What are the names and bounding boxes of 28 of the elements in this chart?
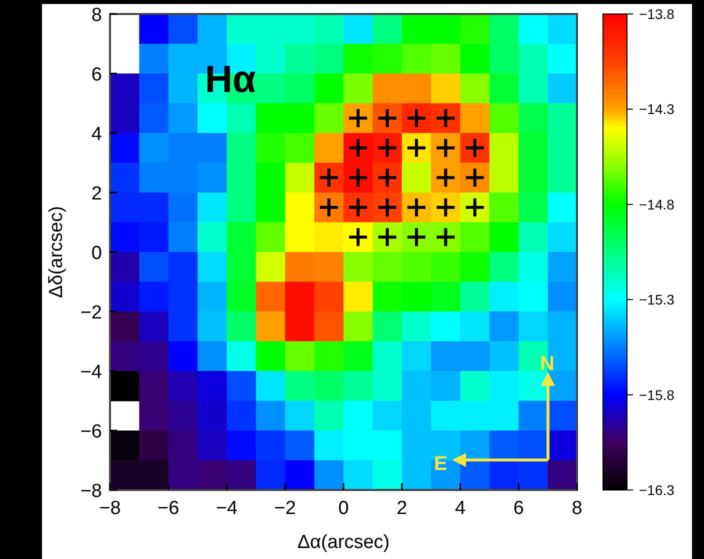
color-bar-label: −13.8 [639, 6, 675, 22]
x-tick-label: 6 [513, 498, 524, 519]
x-axis-title: Δα(arcsec) [297, 532, 390, 553]
color-bar-label: −15.8 [639, 386, 675, 403]
color-bar-label: −16.3 [639, 482, 675, 498]
y-tick-label: 0 [91, 243, 102, 264]
x-tick-label: 8 [572, 498, 582, 519]
y-tick-label: −2 [80, 302, 102, 324]
y-tick-label: −8 [80, 481, 102, 502]
x-tick-label: −4 [216, 498, 238, 519]
y-tick-label: 4 [91, 124, 102, 145]
annotation: Hα [205, 59, 256, 101]
x-tick-label: 0 [338, 498, 349, 519]
y-tick-label: 2 [91, 184, 102, 204]
annotation: N [540, 353, 554, 375]
y-tick-label: −6 [80, 422, 102, 442]
y-tick-label: 8 [91, 5, 102, 26]
annotation: E [434, 453, 448, 475]
color-bar-label: −14.3 [639, 101, 675, 118]
x-tick-label: 2 [396, 498, 408, 519]
color-bar-label: −15.3 [639, 292, 675, 308]
y-axis-title: Δδ(arcsec) [46, 206, 67, 298]
x-tick-label: −6 [158, 498, 180, 519]
x-tick-label: 4 [454, 498, 466, 519]
color-bar-label: −14.8 [639, 196, 675, 212]
y-tick-label: 6 [91, 64, 102, 86]
y-tick-label: −4 [80, 362, 102, 383]
x-tick-label: −2 [274, 498, 296, 519]
